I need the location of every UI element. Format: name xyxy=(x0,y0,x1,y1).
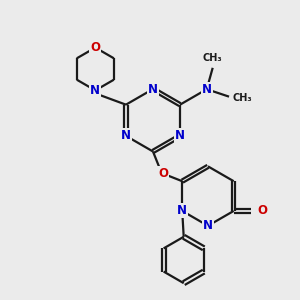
Text: N: N xyxy=(175,129,185,142)
Text: N: N xyxy=(203,219,213,232)
Text: N: N xyxy=(177,204,187,218)
Text: N: N xyxy=(121,129,131,142)
Text: CH₃: CH₃ xyxy=(232,93,252,103)
Text: CH₃: CH₃ xyxy=(203,53,223,63)
Text: O: O xyxy=(158,167,168,180)
Text: N: N xyxy=(148,82,158,96)
Text: O: O xyxy=(257,204,267,218)
Text: O: O xyxy=(90,41,100,54)
Text: N: N xyxy=(90,84,100,97)
Text: N: N xyxy=(202,83,212,96)
